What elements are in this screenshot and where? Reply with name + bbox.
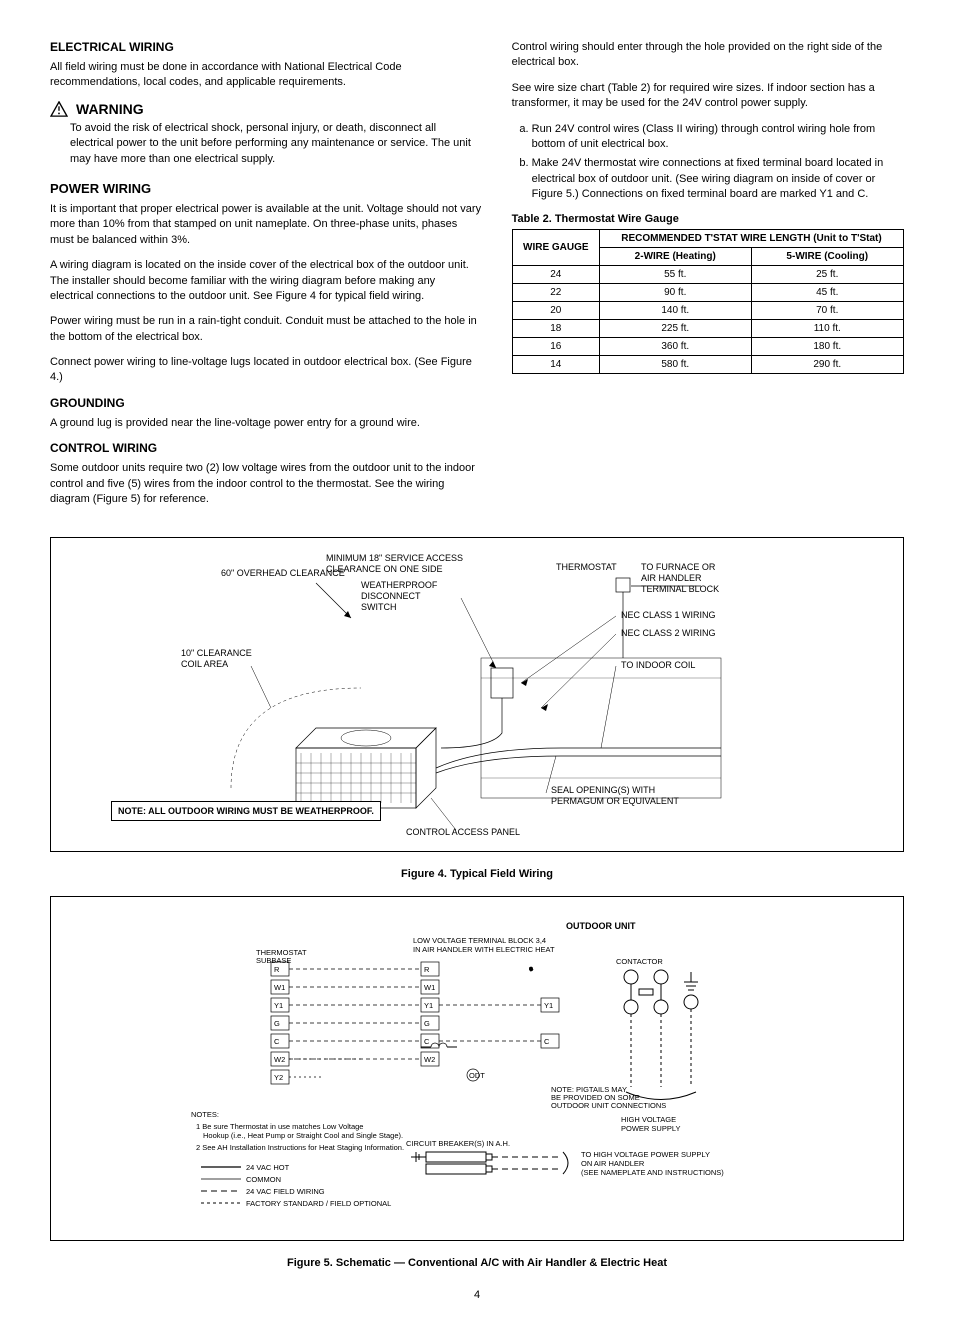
- left-column: ELECTRICAL WIRING All field wiring must …: [50, 40, 482, 517]
- svg-text:W1: W1: [274, 983, 285, 992]
- legend-common: COMMON: [246, 1175, 281, 1184]
- svg-text:TO HIGH VOLTAGE POWER SUPPLY: TO HIGH VOLTAGE POWER SUPPLY: [581, 1150, 710, 1159]
- lbl-access-panel: CONTROL ACCESS PANEL: [406, 827, 520, 837]
- legend-field: 24 VAC FIELD WIRING: [246, 1187, 325, 1196]
- lbl-service-2: CLEARANCE ON ONE SIDE: [326, 564, 443, 574]
- figure-5-box: OUTDOOR UNIT LOW VOLTAGE TERMINAL BLOCK …: [50, 896, 904, 1241]
- power-wiring-p2: A wiring diagram is located on the insid…: [50, 258, 482, 304]
- svg-text:Y2: Y2: [274, 1073, 283, 1082]
- svg-text:G: G: [424, 1019, 430, 1028]
- lbl-coil-clear-1: 10" CLEARANCE: [181, 648, 252, 658]
- legend-hot: 24 VAC HOT: [246, 1163, 290, 1172]
- lbl-seal-2: PERMAGUM OR EQUIVALENT: [551, 796, 679, 806]
- warning-row: WARNING: [50, 101, 482, 117]
- table-caption: Table 2. Thermostat Wire Gauge: [512, 213, 904, 225]
- figure-4-box: 60" OVERHEAD CLEARANCE MINIMUM 18" SERVI…: [50, 537, 904, 852]
- right-p2: See wire size chart (Table 2) for requir…: [512, 81, 904, 112]
- figure-4-diagram: 60" OVERHEAD CLEARANCE MINIMUM 18" SERVI…: [61, 548, 861, 838]
- lbl-lv-block-1: LOW VOLTAGE TERMINAL BLOCK 3,4: [413, 936, 546, 945]
- top-columns: ELECTRICAL WIRING All field wiring must …: [50, 40, 904, 517]
- electrical-wiring-heading: ELECTRICAL WIRING: [50, 40, 482, 54]
- note-header: NOTES:: [191, 1110, 219, 1119]
- th-length: RECOMMENDED T'STAT WIRE LENGTH (Unit to …: [599, 229, 903, 247]
- fig4-note-text: NOTE: ALL OUTDOOR WIRING MUST BE WEATHER…: [118, 806, 374, 816]
- fig4-caption: Figure 4. Typical Field Wiring: [50, 868, 904, 880]
- control-wiring-heading: CONTROL WIRING: [50, 441, 482, 455]
- lbl-disconnect-1: WEATHERPROOF: [361, 580, 438, 590]
- svg-text:C: C: [544, 1037, 550, 1046]
- power-wiring-heading: POWER WIRING: [50, 181, 482, 196]
- th-wire-gauge: WIRE GAUGE: [512, 229, 599, 265]
- lbl-disconnect-2: DISCONNECT: [361, 591, 421, 601]
- legend-factory-opt: FACTORY STANDARD / FIELD OPTIONAL: [246, 1199, 391, 1208]
- lbl-furnace-2: AIR HANDLER: [641, 573, 702, 583]
- table-row: 2290 ft.45 ft.: [512, 283, 903, 301]
- lbl-service-1: MINIMUM 18" SERVICE ACCESS: [326, 553, 463, 563]
- page-number: 4: [50, 1289, 904, 1301]
- electrical-wiring-body: All field wiring must be done in accorda…: [50, 60, 482, 91]
- svg-text:C: C: [274, 1037, 280, 1046]
- table-row: 14580 ft.290 ft.: [512, 355, 903, 373]
- wire-gauge-table: WIRE GAUGE RECOMMENDED T'STAT WIRE LENGT…: [512, 229, 904, 374]
- grounding-body: A ground lug is provided near the line-v…: [50, 416, 482, 431]
- lbl-thermostat: THERMOSTAT: [556, 562, 617, 572]
- svg-text:Y1: Y1: [274, 1001, 283, 1010]
- control-wiring-body: Some outdoor units require two (2) low v…: [50, 461, 482, 507]
- note-1: 1 Be sure Thermostat in use matches Low …: [196, 1122, 363, 1131]
- lbl-contactor: CONTACTOR: [616, 957, 663, 966]
- note-2: 2 See AH Installation Instructions for H…: [196, 1143, 404, 1152]
- fig4-note-wrap: NOTE: ALL OUTDOOR WIRING MUST BE WEATHER…: [111, 801, 381, 821]
- step-b: Make 24V thermostat wire connections at …: [532, 156, 904, 202]
- svg-text:(SEE NAMEPLATE AND INSTRUCTION: (SEE NAMEPLATE AND INSTRUCTIONS): [581, 1168, 724, 1177]
- svg-text:W1: W1: [424, 983, 435, 992]
- svg-text:R: R: [274, 965, 280, 974]
- fig5-caption: Figure 5. Schematic — Conventional A/C w…: [50, 1257, 904, 1269]
- lbl-nec1: NEC CLASS 1 WIRING: [621, 610, 716, 620]
- svg-text:W2: W2: [424, 1055, 435, 1064]
- lbl-indoor-coil: TO INDOOR COIL: [621, 660, 695, 670]
- svg-text:ODT: ODT: [469, 1071, 485, 1080]
- svg-text:Y1: Y1: [544, 1001, 553, 1010]
- lbl-hv-2: POWER SUPPLY: [621, 1124, 680, 1133]
- figure-5-diagram: OUTDOOR UNIT LOW VOLTAGE TERMINAL BLOCK …: [61, 907, 861, 1227]
- power-wiring-p1: It is important that proper electrical p…: [50, 202, 482, 248]
- svg-text:C: C: [424, 1037, 430, 1046]
- grounding-heading: GROUNDING: [50, 396, 482, 410]
- warning-body: To avoid the risk of electrical shock, p…: [70, 121, 482, 167]
- table-row: 16360 ft.180 ft.: [512, 337, 903, 355]
- svg-text:Y1: Y1: [424, 1001, 433, 1010]
- lbl-outdoor-unit: OUTDOOR UNIT: [566, 921, 636, 931]
- lbl-seal-1: SEAL OPENING(S) WITH: [551, 785, 655, 795]
- right-column: Control wiring should enter through the …: [512, 40, 904, 517]
- lbl-coil-clear-2: COIL AREA: [181, 659, 228, 669]
- lbl-lv-block-2: IN AIR HANDLER WITH ELECTRIC HEAT: [413, 945, 555, 954]
- table-row: 20140 ft.70 ft.: [512, 301, 903, 319]
- th-2wire: 2-WIRE (Heating): [599, 247, 751, 265]
- svg-text:R: R: [424, 965, 430, 974]
- svg-text:ON AIR HANDLER: ON AIR HANDLER: [581, 1159, 645, 1168]
- th-5wire: 5-WIRE (Cooling): [751, 247, 903, 265]
- svg-text:W2: W2: [274, 1055, 285, 1064]
- warning-icon: [50, 101, 68, 117]
- right-p1: Control wiring should enter through the …: [512, 40, 904, 71]
- lbl-pigtails-3: OUTDOOR UNIT CONNECTIONS: [551, 1101, 666, 1110]
- lettered-steps: Run 24V control wires (Class II wiring) …: [532, 122, 904, 203]
- table-row: 2455 ft.25 ft.: [512, 265, 903, 283]
- lbl-hv-1: HIGH VOLTAGE: [621, 1115, 676, 1124]
- svg-text:SUBBASE: SUBBASE: [256, 956, 291, 965]
- svg-text:G: G: [274, 1019, 280, 1028]
- warning-title: WARNING: [76, 101, 144, 117]
- fig4-note: NOTE: ALL OUTDOOR WIRING MUST BE WEATHER…: [111, 801, 381, 821]
- lbl-furnace-3: TERMINAL BLOCK: [641, 584, 719, 594]
- step-a: Run 24V control wires (Class II wiring) …: [532, 122, 904, 153]
- lbl-disconnect-3: SWITCH: [361, 602, 397, 612]
- power-wiring-p3: Power wiring must be run in a rain-tight…: [50, 314, 482, 345]
- lbl-cb: CIRCUIT BREAKER(S) IN A.H.: [406, 1139, 510, 1148]
- table-row: 18225 ft.110 ft.: [512, 319, 903, 337]
- lbl-nec2: NEC CLASS 2 WIRING: [621, 628, 716, 638]
- power-wiring-p4: Connect power wiring to line-voltage lug…: [50, 355, 482, 386]
- lbl-furnace-1: TO FURNACE OR: [641, 562, 716, 572]
- svg-text:Hookup (i.e., Heat Pump or Str: Hookup (i.e., Heat Pump or Straight Cool…: [203, 1131, 403, 1140]
